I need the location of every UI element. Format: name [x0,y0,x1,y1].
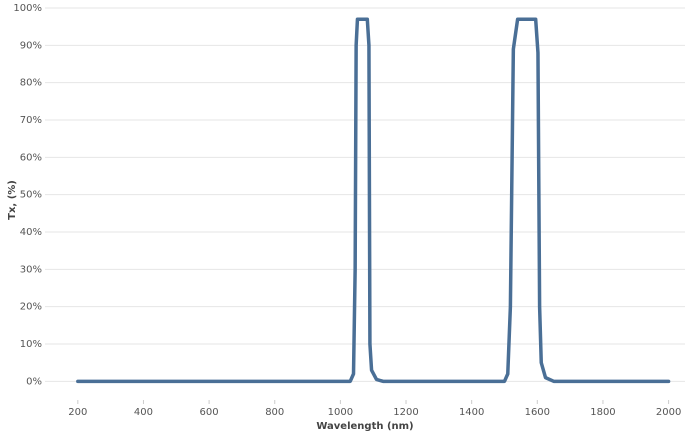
y-tick-label: 90% [20,40,42,51]
x-tick-label: 1400 [459,407,484,418]
y-tick-label: 50% [20,190,42,201]
y-tick-label: 40% [20,227,42,238]
y-tick-label: 80% [20,78,42,89]
x-tick-label: 2000 [656,407,681,418]
y-tick-label: 60% [20,152,42,163]
x-tick-label: 200 [68,407,87,418]
x-tick-label: 400 [134,407,153,418]
x-tick-label: 1000 [328,407,353,418]
x-tick-label: 1200 [393,407,418,418]
y-tick-label: 0% [26,376,42,387]
y-tick-label: 70% [20,115,42,126]
y-tick-label: 20% [20,302,42,313]
x-tick-label: 1600 [525,407,550,418]
y-axis-title: Tx, (%) [7,180,18,220]
data-line [76,17,671,384]
y-tick-label: 10% [20,339,42,350]
x-axis-title: Wavelength (nm) [316,421,413,432]
x-tick-label: 800 [265,407,284,418]
x-tick-label: 1800 [590,407,615,418]
y-tick-label: 100% [13,3,42,14]
x-tick-label: 600 [200,407,219,418]
y-tick-label: 30% [20,264,42,275]
